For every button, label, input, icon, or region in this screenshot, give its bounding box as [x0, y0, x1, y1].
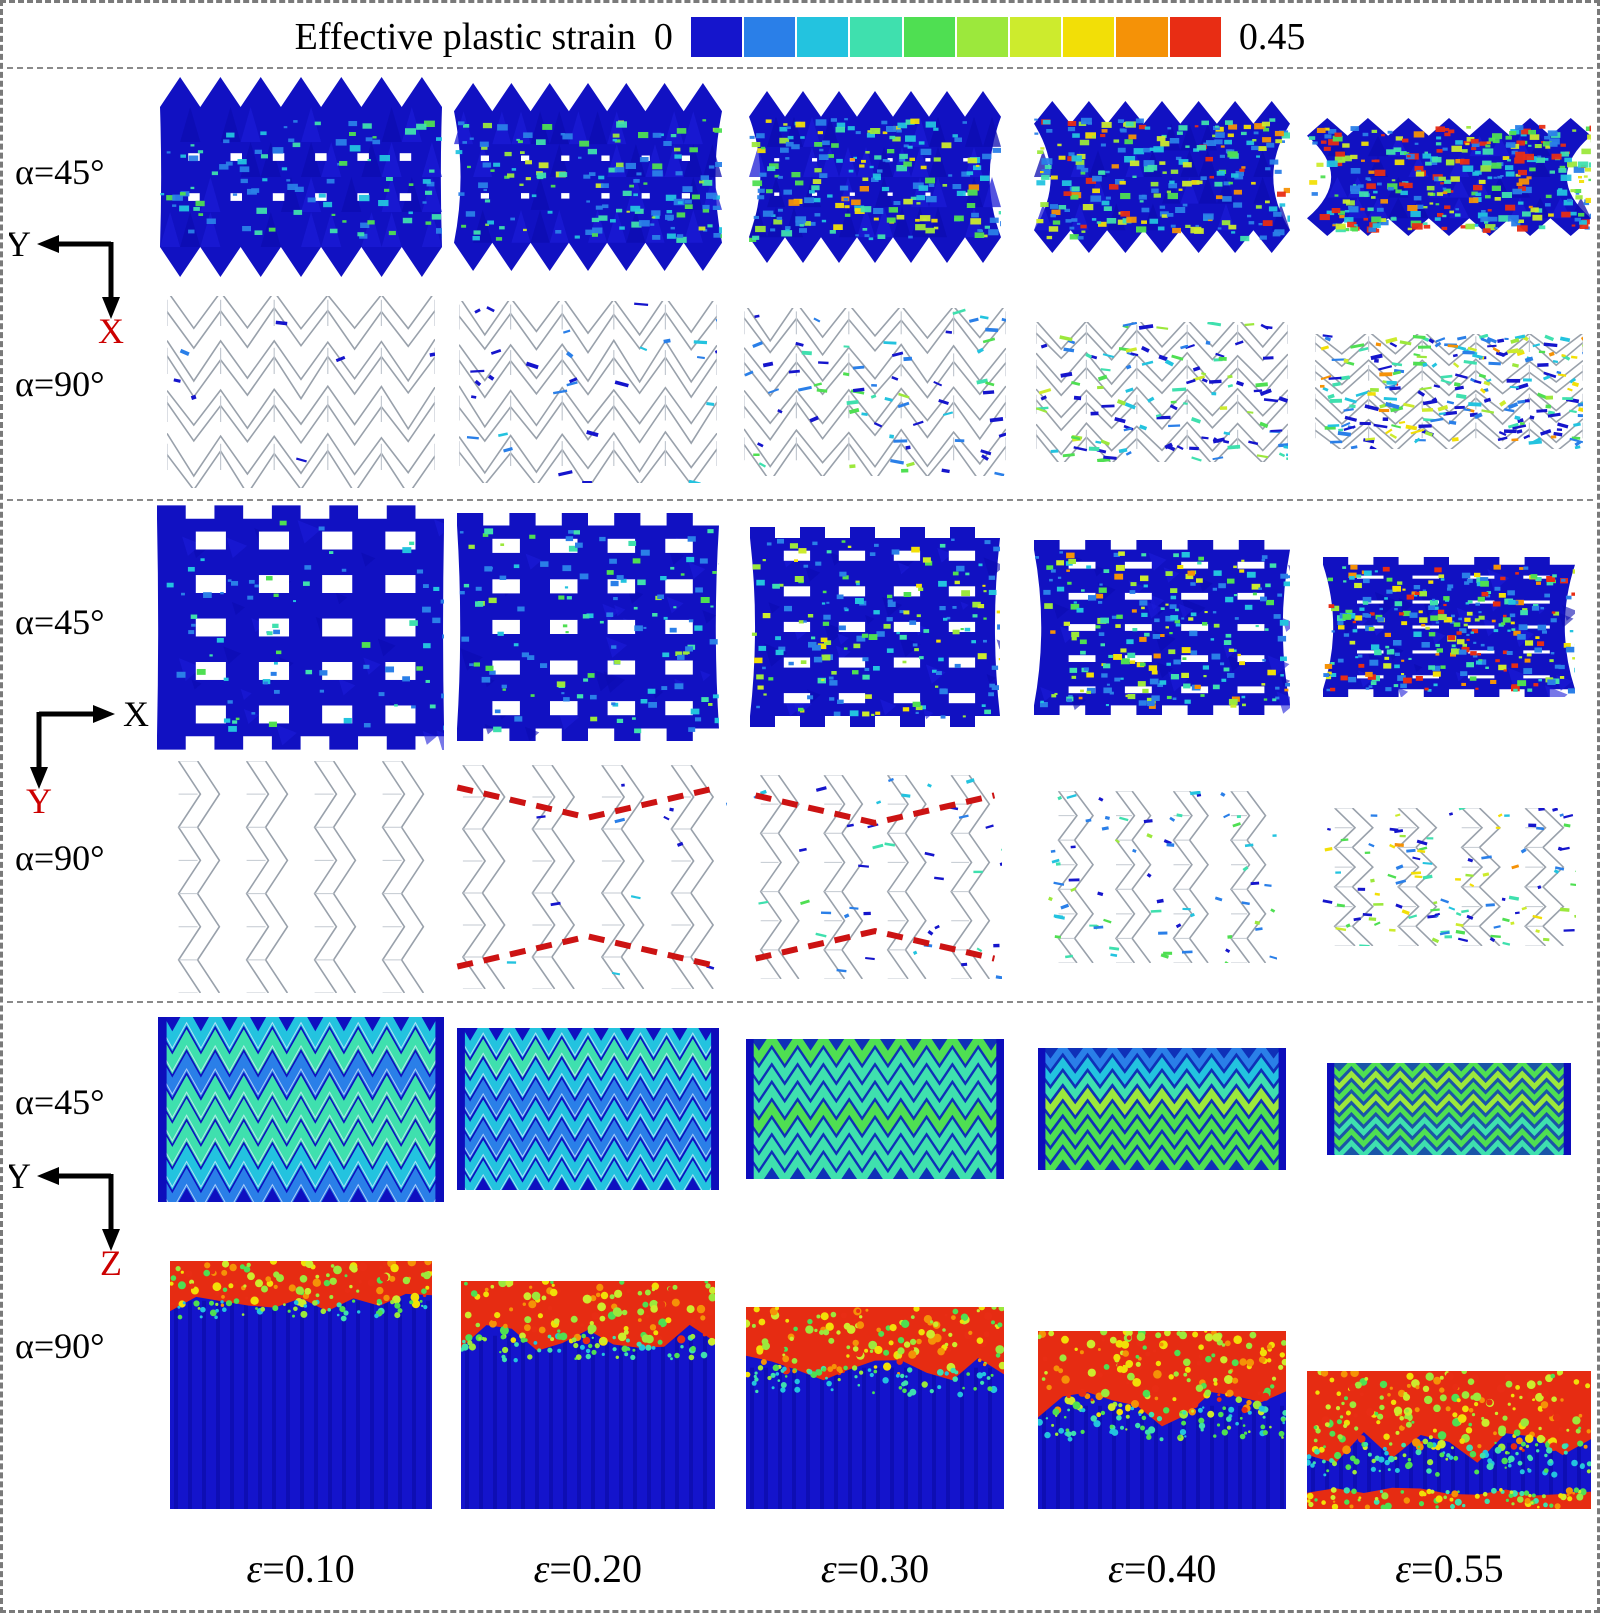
- alpha-90-label: α=90°: [15, 364, 105, 404]
- sim-image-wire-accordion-strain-0.2: [444, 753, 731, 1001]
- strain-label: ε=0.30: [820, 1545, 930, 1591]
- colorbar-swatch: [1169, 17, 1221, 57]
- sim-image-block-crush-strain-0.2: [444, 1215, 731, 1525]
- sim-image-block-crush-strain-0.1: [157, 1215, 444, 1525]
- sim-image-wire-chevron-strain-0.2: [444, 284, 731, 499]
- sim-image-grid-lattice-strain-0.1: [157, 501, 445, 753]
- sim-image-tri-lattice-strain-0.1: [157, 69, 444, 284]
- sim-image-chevron-dense-strain-0.55: [1306, 1003, 1593, 1215]
- sim-image-wire-accordion-strain-0.4: [1019, 753, 1306, 1001]
- alpha-90-label: α=90°: [15, 1326, 105, 1366]
- strain-label: ε=0.40: [1108, 1545, 1217, 1591]
- colorbar-swatch: [797, 17, 849, 57]
- sim-image-tri-lattice-strain-0.4: [1019, 69, 1306, 284]
- legend-max: 0.45: [1238, 16, 1306, 58]
- sim-image-block-crush-strain-0.55: [1306, 1215, 1593, 1525]
- sim-image-tri-lattice-strain-0.2: [444, 69, 731, 284]
- strain-label: ε=0.20: [533, 1545, 642, 1591]
- colorbar: [690, 17, 1221, 57]
- svg-text:Y: Y: [26, 781, 52, 815]
- sim-row-z-alpha45: [157, 1003, 1593, 1215]
- alpha-45-label: α=45°: [15, 602, 105, 642]
- colorbar-legend: Effective plastic strain 0 0.45: [7, 7, 1593, 69]
- colorbar-swatch: [1116, 17, 1168, 57]
- sim-image-tri-lattice-strain-0.3: [731, 69, 1018, 284]
- svg-text:Z: Z: [100, 1243, 122, 1277]
- sim-image-block-crush-strain-0.3: [731, 1215, 1018, 1525]
- panel-z-images: [157, 1003, 1593, 1525]
- strain-labels-row: ε=0.10 ε=0.20 ε=0.30 ε=0.40 ε=0.55: [157, 1525, 1593, 1611]
- sim-row-x-alpha45: [157, 69, 1593, 284]
- sim-image-grid-lattice-strain-0.55: [1306, 501, 1593, 753]
- colorbar-swatch: [850, 17, 902, 57]
- sim-image-wire-accordion-strain-0.3: [731, 753, 1018, 1001]
- colorbar-swatch: [1010, 17, 1062, 57]
- sim-row-y-alpha90: [157, 753, 1593, 1001]
- alpha-45-label: α=45°: [15, 1082, 105, 1122]
- svg-text:X: X: [123, 694, 149, 734]
- sim-image-wire-chevron-strain-0.3: [731, 284, 1018, 499]
- sim-image-wire-chevron-strain-0.55: [1306, 284, 1593, 499]
- sim-image-grid-lattice-strain-0.2: [444, 501, 731, 753]
- sim-image-wire-accordion-strain-0.55: [1306, 753, 1593, 1001]
- sim-image-wire-chevron-strain-0.1: [157, 284, 444, 499]
- sim-row-y-alpha45: [157, 501, 1593, 753]
- sim-image-tri-lattice-strain-0.55: [1306, 69, 1593, 284]
- legend-min: 0: [653, 16, 673, 58]
- sim-row-z-alpha90: [157, 1215, 1593, 1525]
- legend-title: Effective plastic strain: [294, 16, 636, 58]
- sim-image-grid-lattice-strain-0.3: [731, 501, 1018, 753]
- sim-image-chevron-dense-strain-0.1: [157, 1003, 444, 1215]
- colorbar-swatch: [744, 17, 796, 57]
- colorbar-swatch: [690, 17, 743, 57]
- panel-y-images: [157, 501, 1593, 1001]
- alpha-90-label: α=90°: [15, 838, 105, 878]
- sim-image-chevron-dense-strain-0.3: [731, 1003, 1018, 1215]
- svg-text:Y: Y: [9, 1156, 31, 1196]
- alpha-45-label: α=45°: [15, 152, 105, 192]
- panel-x-images: [157, 69, 1593, 499]
- strain-label: ε=0.55: [1395, 1545, 1504, 1591]
- colorbar-swatch: [956, 17, 1009, 57]
- colorbar-swatch: [1063, 17, 1115, 57]
- sim-image-chevron-dense-strain-0.4: [1019, 1003, 1306, 1215]
- svg-text:Y: Y: [9, 224, 31, 264]
- sim-image-chevron-dense-strain-0.2: [444, 1003, 731, 1215]
- sim-row-x-alpha90: [157, 284, 1593, 499]
- sim-image-grid-lattice-strain-0.4: [1019, 501, 1306, 753]
- svg-text:X: X: [98, 311, 124, 345]
- sim-image-wire-accordion-strain-0.1: [157, 753, 444, 1001]
- colorbar-swatch: [903, 17, 955, 57]
- sim-image-block-crush-strain-0.4: [1019, 1215, 1306, 1525]
- strain-label: ε=0.10: [246, 1545, 355, 1591]
- sim-image-wire-chevron-strain-0.4: [1019, 284, 1306, 499]
